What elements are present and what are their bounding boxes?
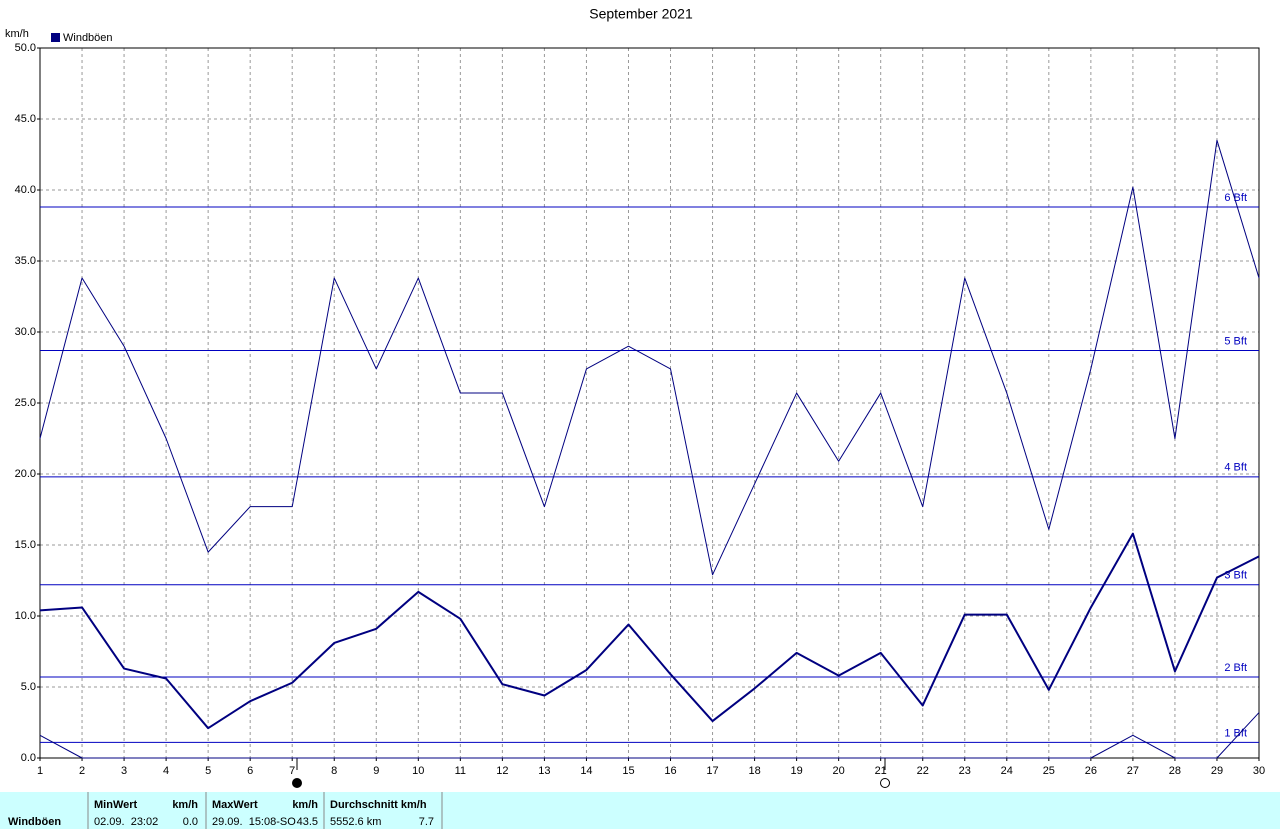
table-time: 5552.6 km: [330, 816, 381, 828]
x-tick-label: 14: [580, 765, 592, 777]
x-tick-label: 22: [917, 765, 929, 777]
x-tick-label: 3: [121, 765, 127, 777]
x-tick-label: 10: [412, 765, 424, 777]
x-tick-label: 9: [373, 765, 379, 777]
x-tick-label: 12: [496, 765, 508, 777]
reference-label: 4 Bft: [1224, 462, 1247, 474]
x-tick-label: 17: [706, 765, 718, 777]
x-tick-label: 18: [748, 765, 760, 777]
x-tick-label: 11: [455, 765, 466, 777]
x-tick-label: 1: [37, 765, 43, 777]
y-tick-label: 50.0: [15, 42, 36, 54]
table-header: MaxWert: [212, 799, 258, 811]
y-tick-label: 40.0: [15, 184, 36, 196]
x-tick-label: 25: [1043, 765, 1055, 777]
stats-table: [0, 792, 1280, 829]
table-row-label: Windböen: [8, 816, 61, 828]
y-tick-label: 25.0: [15, 397, 36, 409]
table-unit: km/h: [292, 799, 318, 811]
series-line: [39, 712, 1260, 759]
x-tick-label: 27: [1127, 765, 1139, 777]
x-tick-label: 16: [664, 765, 676, 777]
table-value: 43.5: [297, 816, 318, 828]
moon-new-icon: [880, 778, 890, 788]
x-tick-label: 24: [1001, 765, 1013, 777]
x-tick-label: 21: [875, 765, 887, 777]
y-tick-label: 20.0: [15, 468, 36, 480]
table-time: 02.09. 23:02: [94, 816, 158, 828]
moon-full-icon: [292, 778, 302, 788]
x-tick-label: 15: [622, 765, 634, 777]
y-unit: km/h: [5, 28, 29, 40]
x-tick-label: 28: [1169, 765, 1181, 777]
y-tick-label: 10.0: [15, 610, 36, 622]
x-tick-label: 20: [833, 765, 845, 777]
table-unit: km/h: [172, 799, 198, 811]
reference-label: 2 Bft: [1224, 662, 1247, 674]
x-tick-label: 26: [1085, 765, 1097, 777]
x-tick-label: 8: [331, 765, 337, 777]
reference-label: 1 Bft: [1224, 727, 1247, 739]
x-tick-label: 5: [205, 765, 211, 777]
y-tick-label: 45.0: [15, 113, 36, 125]
table-header: MinWert: [94, 799, 138, 811]
x-tick-label: 2: [79, 765, 85, 777]
x-tick-label: 7: [289, 765, 295, 777]
reference-label: 5 Bft: [1224, 335, 1247, 347]
x-tick-label: 30: [1253, 765, 1265, 777]
table-value: 7.7: [419, 816, 434, 828]
table-time: 29.09. 15:08-SO: [212, 816, 296, 828]
y-tick-label: 0.0: [21, 752, 36, 764]
y-tick-label: 15.0: [15, 539, 36, 551]
x-tick-label: 13: [538, 765, 550, 777]
x-tick-label: 29: [1211, 765, 1223, 777]
table-header: Durchschnitt km/h: [330, 799, 427, 811]
chart-title: September 2021: [589, 6, 693, 22]
reference-label: 3 Bft: [1224, 570, 1247, 582]
series-line: [39, 532, 1260, 730]
series-line: [39, 139, 1260, 576]
legend-label: Windböen: [63, 32, 113, 44]
x-tick-label: 23: [959, 765, 971, 777]
legend-swatch: [51, 33, 60, 42]
y-tick-label: 30.0: [15, 326, 36, 338]
x-tick-label: 6: [247, 765, 253, 777]
y-tick-label: 35.0: [15, 255, 36, 267]
table-value: 0.0: [183, 816, 198, 828]
x-tick-label: 19: [790, 765, 802, 777]
y-tick-label: 5.0: [21, 681, 36, 693]
reference-label: 6 Bft: [1224, 192, 1247, 204]
x-tick-label: 4: [163, 765, 169, 777]
